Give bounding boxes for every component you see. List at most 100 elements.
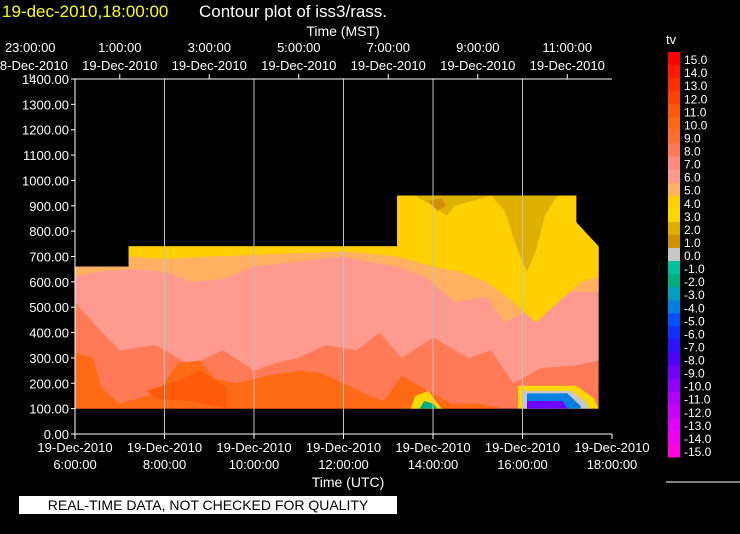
colorbar-label: 2.0 bbox=[684, 223, 701, 237]
top-tick-date-label: 19-Dec-2010 bbox=[530, 58, 605, 73]
y-tick-label: 900.00 bbox=[29, 199, 69, 214]
colorbar-swatch bbox=[668, 300, 680, 314]
colorbar-swatch bbox=[668, 234, 680, 249]
colorbar-swatch bbox=[668, 261, 680, 275]
x-tick-time-label: 18:00:00 bbox=[587, 457, 638, 472]
y-tick-label: 1100.00 bbox=[23, 148, 69, 163]
top-axis-title: Time (MST) bbox=[306, 23, 379, 39]
colorbar-label: 15.0 bbox=[684, 53, 708, 67]
colorbar-label: 10.0 bbox=[684, 118, 708, 132]
colorbar-label: 12.0 bbox=[684, 92, 708, 106]
x-tick-time-label: 8:00:00 bbox=[143, 457, 186, 472]
title-date: 19-dec-2010,18:00:00 bbox=[2, 2, 169, 21]
colorbar-label: 7.0 bbox=[684, 158, 701, 172]
top-tick-date-label: 19-Dec-2010 bbox=[261, 58, 336, 73]
x-tick-time-label: 10:00:00 bbox=[229, 457, 280, 472]
colorbar-label: 5.0 bbox=[684, 184, 701, 198]
colorbar-swatch bbox=[668, 182, 680, 197]
y-tick-label: 600.00 bbox=[29, 275, 69, 290]
colorbar-swatch bbox=[668, 65, 680, 79]
y-tick-label: 300.00 bbox=[29, 351, 69, 366]
x-tick-date-label: 19-Dec-2010 bbox=[127, 440, 202, 455]
colorbar-label: -9.0 bbox=[684, 367, 705, 381]
colorbar-swatch bbox=[668, 247, 680, 262]
colorbar-label: -2.0 bbox=[684, 275, 705, 289]
colorbar-label: 9.0 bbox=[684, 131, 701, 145]
colorbar-label: -7.0 bbox=[684, 340, 705, 354]
colorbar-label: 13.0 bbox=[684, 79, 708, 93]
colorbar-swatch bbox=[668, 404, 680, 419]
x-tick-date-label: 19-Dec-2010 bbox=[216, 440, 291, 455]
colorbar-label: 11.0 bbox=[684, 105, 707, 119]
top-tick-time-label: 1:00:00 bbox=[98, 40, 141, 55]
colorbar-swatch bbox=[668, 287, 680, 301]
y-tick-label: 700.00 bbox=[29, 250, 69, 265]
x-tick-time-label: 16:00:00 bbox=[497, 457, 548, 472]
top-tick-time-label: 23:00:00 bbox=[5, 40, 56, 55]
colorbar-label: -14.0 bbox=[684, 432, 712, 446]
colorbar-swatch bbox=[668, 378, 680, 393]
colorbar-label: -6.0 bbox=[684, 327, 705, 341]
colorbar-label: -13.0 bbox=[684, 419, 712, 433]
y-tick-label: 1000.00 bbox=[22, 173, 69, 188]
x-tick-time-label: 6:00:00 bbox=[53, 457, 96, 472]
contour-region-7 bbox=[146, 370, 228, 409]
colorbar-label: 6.0 bbox=[684, 171, 701, 185]
top-tick-date-label: 18-Dec-2010 bbox=[0, 58, 68, 73]
colorbar-swatch bbox=[668, 117, 680, 131]
y-tick-label: 500.00 bbox=[29, 300, 69, 315]
contour-region-13 bbox=[527, 401, 568, 409]
colorbar-swatch bbox=[668, 352, 680, 367]
y-tick-label: 200.00 bbox=[29, 376, 69, 391]
colorbar-swatch bbox=[668, 339, 680, 353]
colorbar-swatch bbox=[668, 195, 680, 210]
top-tick-time-label: 3:00:00 bbox=[188, 40, 231, 55]
title-main: Contour plot of iss3/rass. bbox=[199, 2, 388, 21]
y-tick-label: 800.00 bbox=[29, 224, 69, 239]
colorbar-label: 4.0 bbox=[684, 197, 701, 211]
x-tick-date-label: 19-Dec-2010 bbox=[395, 440, 470, 455]
y-tick-label: 1400.00 bbox=[22, 72, 69, 87]
colorbar-swatch bbox=[668, 391, 680, 406]
colorbar-swatch bbox=[668, 143, 680, 158]
colorbar-swatch bbox=[668, 78, 680, 92]
contour-region-3 bbox=[128, 195, 599, 323]
bottom-axis-title: Time (UTC) bbox=[312, 474, 385, 490]
colorbar-label: 0.0 bbox=[684, 249, 701, 263]
top-tick-date-label: 19-Dec-2010 bbox=[440, 58, 515, 73]
colorbar-swatch bbox=[668, 313, 680, 327]
colorbar-label: -15.0 bbox=[684, 445, 712, 459]
colorbar-label: -4.0 bbox=[684, 301, 705, 315]
top-tick-time-label: 5:00:00 bbox=[277, 40, 320, 55]
top-tick-date-label: 19-Dec-2010 bbox=[82, 58, 157, 73]
x-tick-date-label: 19-Dec-2010 bbox=[306, 440, 381, 455]
colorbar-swatch bbox=[668, 91, 680, 105]
top-tick-time-label: 9:00:00 bbox=[456, 40, 499, 55]
colorbar-label: 3.0 bbox=[684, 210, 701, 224]
x-tick-date-label: 19-Dec-2010 bbox=[37, 440, 112, 455]
x-tick-date-label: 19-Dec-2010 bbox=[485, 440, 560, 455]
top-tick-time-label: 7:00:00 bbox=[367, 40, 410, 55]
y-tick-label: 100.00 bbox=[29, 402, 69, 417]
colorbar-label: 1.0 bbox=[684, 236, 701, 250]
colorbar-swatch bbox=[668, 443, 680, 458]
x-tick-time-label: 14:00:00 bbox=[408, 457, 459, 472]
quality-notice: REAL-TIME DATA, NOT CHECKED FOR QUALITY bbox=[19, 496, 397, 514]
y-tick-label: 1200.00 bbox=[22, 123, 69, 138]
colorbar-swatch bbox=[668, 169, 680, 184]
colorbar-swatch bbox=[668, 417, 680, 432]
x-tick-date-label: 19-Dec-2010 bbox=[574, 440, 649, 455]
colorbar-swatch bbox=[668, 52, 680, 66]
colorbar-swatch bbox=[668, 208, 680, 223]
colorbar-title: tv bbox=[666, 32, 677, 47]
y-tick-label: 0.00 bbox=[44, 427, 69, 442]
colorbar-label: -11.0 bbox=[684, 393, 711, 407]
colorbar-label: 8.0 bbox=[684, 145, 701, 159]
colorbar-swatch bbox=[668, 221, 680, 236]
colorbar-swatch bbox=[668, 365, 680, 380]
y-tick-label: 400.00 bbox=[29, 326, 69, 341]
top-tick-date-label: 19-Dec-2010 bbox=[172, 58, 247, 73]
top-tick-date-label: 19-Dec-2010 bbox=[351, 58, 426, 73]
colorbar-label: 14.0 bbox=[684, 66, 708, 80]
